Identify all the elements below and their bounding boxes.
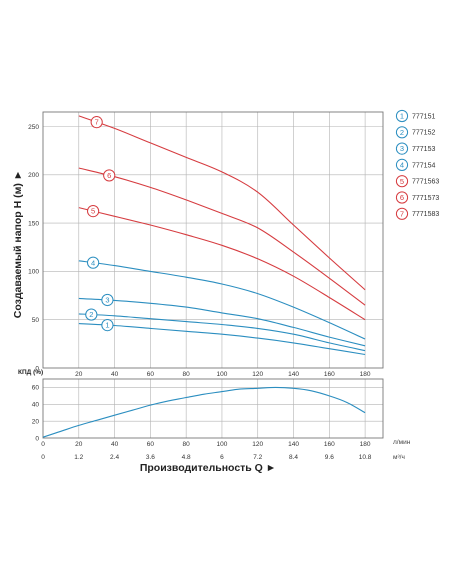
efficiency-y-tick-label: 40 [32, 402, 40, 409]
curve-marker-circle-4 [87, 256, 100, 269]
head-x-tick-label: 40 [111, 371, 119, 378]
flow-unit-m3h: м³/ч [393, 454, 405, 461]
legend-marker-5 [395, 175, 409, 188]
head-y-tick-label: 200 [28, 172, 39, 179]
head-plot-grid [42, 111, 384, 369]
flow-lpm-tick-label: 20 [75, 441, 83, 448]
legend-item-7771573: 7771573 [412, 195, 439, 202]
efficiency-curve [42, 386, 366, 438]
curve-marker-label-3: 3 [105, 296, 109, 305]
legend-item-777153: 777153 [412, 146, 435, 153]
legend-marker-label-6: 6 [400, 193, 404, 202]
flow-m3h-tick-label: 10.8 [359, 454, 372, 461]
legend-marker-3 [395, 142, 409, 155]
head-x-tick-label: 80 [183, 371, 191, 378]
flow-m3h-tick-label: 4.8 [182, 454, 191, 461]
legend-marker-label-7: 7 [400, 209, 404, 218]
curve-marker-circle-7 [90, 116, 103, 129]
legend-item-777151: 777151 [412, 113, 435, 120]
efficiency-frame [42, 378, 384, 439]
curve-marker-circle-6 [103, 169, 116, 182]
flow-lpm-tick-label: 60 [147, 441, 155, 448]
legend-marker-label-3: 3 [400, 144, 404, 153]
legend-item-7771563: 7771563 [412, 179, 439, 186]
legend-marker-4 [395, 158, 409, 171]
head-curve-777154 [78, 260, 366, 340]
head-curve-777152 [78, 313, 366, 352]
head-x-tick-label: 140 [288, 371, 299, 378]
curve-marker-circle-2 [85, 308, 98, 321]
head-curves: 1 2 3 4 5 6 7 [78, 115, 366, 356]
head-frame [42, 111, 384, 369]
head-curve-7771573 [78, 167, 366, 306]
head-y-tick-label: 100 [28, 269, 39, 276]
flow-lpm-tick-label: 80 [183, 441, 191, 448]
efficiency-plot-grid [42, 378, 384, 439]
flow-m3h-tick-label: 6 [220, 454, 224, 461]
curve-marker-circle-3 [101, 293, 114, 307]
legend-item-7771583: 7771583 [412, 211, 439, 218]
legend-marker-6 [395, 191, 409, 204]
flow-x-axis-label: Производительность Q ► [140, 462, 276, 474]
head-y-tick-label: 250 [28, 124, 39, 131]
legend-marker-label-4: 4 [400, 161, 404, 170]
legend-marker-label-1: 1 [400, 112, 404, 121]
flow-lpm-tick-label: 120 [252, 441, 263, 448]
efficiency-y-tick-label: 20 [32, 418, 40, 425]
head-y-tick-label: 150 [28, 220, 39, 227]
head-y-tick-label: 50 [32, 317, 40, 324]
flow-m3h-tick-label: 9.6 [325, 454, 334, 461]
curve-marker-label-4: 4 [91, 258, 95, 267]
head-x-tick-label: 100 [217, 371, 228, 378]
flow-lpm-tick-label: 0 [41, 441, 45, 448]
legend-item-777152: 777152 [412, 130, 435, 137]
legend-marker-2 [395, 126, 409, 139]
head-x-tick-label: 60 [147, 371, 155, 378]
flow-unit-lpm: л/мин [393, 439, 411, 446]
head-y-axis-label: Создаваемый напор H (м) ► [12, 170, 24, 318]
head-curve-7771563 [78, 207, 366, 321]
legend-marker-label-2: 2 [400, 128, 404, 137]
flow-lpm-tick-label: 100 [217, 441, 228, 448]
legend-marker-7 [395, 207, 409, 220]
curve-marker-circle-5 [87, 205, 100, 218]
curve-marker-label-2: 2 [89, 310, 93, 319]
flow-m3h-tick-label: 0 [41, 454, 45, 461]
efficiency-y-tick-label: 60 [32, 385, 40, 392]
head-x-tick-label: 120 [252, 371, 263, 378]
flow-m3h-tick-label: 2.4 [110, 454, 119, 461]
curve-marker-label-1: 1 [105, 321, 109, 330]
head-curve-777153 [78, 297, 366, 347]
flow-m3h-tick-label: 1.2 [74, 454, 83, 461]
head-x-tick-label: 20 [75, 371, 83, 378]
flow-m3h-tick-label: 3.6 [146, 454, 155, 461]
flow-lpm-tick-label: 160 [324, 441, 335, 448]
legend-item-777154: 777154 [412, 162, 435, 169]
head-curve-777151 [78, 323, 366, 356]
efficiency-y-tick-label: 0 [35, 435, 39, 442]
curve-marker-label-5: 5 [91, 207, 95, 216]
efficiency-curve-line [42, 386, 366, 438]
curve-marker-circle-1 [101, 319, 114, 332]
flow-m3h-tick-label: 8.4 [289, 454, 298, 461]
flow-lpm-tick-label: 40 [111, 441, 119, 448]
curve-marker-label-6: 6 [107, 171, 111, 180]
flow-lpm-tick-label: 180 [360, 441, 371, 448]
flow-lpm-tick-label: 140 [288, 441, 299, 448]
legend-marker-1 [395, 109, 409, 123]
legend-marker-label-5: 5 [400, 177, 404, 186]
curve-marker-label-7: 7 [95, 118, 99, 127]
head-x-tick-label: 180 [360, 371, 371, 378]
head-x-tick-label: 160 [324, 371, 335, 378]
flow-m3h-tick-label: 7.2 [253, 454, 262, 461]
efficiency-y-axis-label: КПД (%) [18, 369, 43, 376]
head-curve-7771583 [78, 115, 366, 291]
head-y-tick-label: 0 [35, 365, 39, 372]
